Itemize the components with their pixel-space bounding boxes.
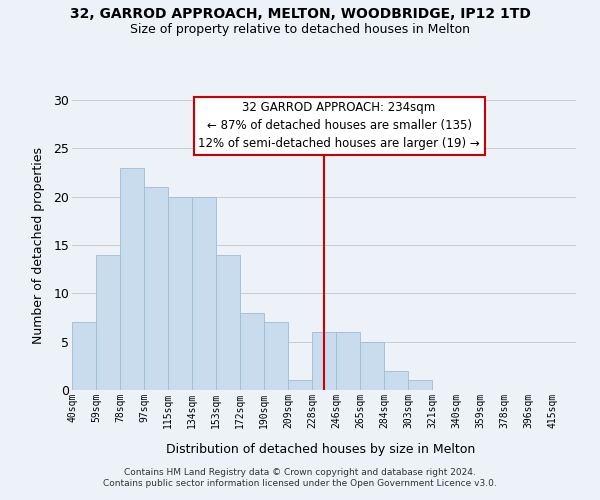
Text: Distribution of detached houses by size in Melton: Distribution of detached houses by size …: [166, 442, 476, 456]
Bar: [168, 196, 192, 390]
Bar: [312, 332, 336, 390]
Text: 32 GARROD APPROACH: 234sqm
← 87% of detached houses are smaller (135)
12% of sem: 32 GARROD APPROACH: 234sqm ← 87% of deta…: [198, 102, 480, 150]
Bar: [408, 380, 432, 390]
Text: 32, GARROD APPROACH, MELTON, WOODBRIDGE, IP12 1TD: 32, GARROD APPROACH, MELTON, WOODBRIDGE,…: [70, 8, 530, 22]
Y-axis label: Number of detached properties: Number of detached properties: [32, 146, 45, 344]
Bar: [72, 322, 96, 390]
Bar: [336, 332, 360, 390]
Bar: [240, 312, 264, 390]
Text: Size of property relative to detached houses in Melton: Size of property relative to detached ho…: [130, 22, 470, 36]
Bar: [192, 196, 216, 390]
Bar: [264, 322, 288, 390]
Bar: [216, 254, 240, 390]
Bar: [288, 380, 312, 390]
Bar: [384, 370, 408, 390]
Bar: [360, 342, 384, 390]
Bar: [96, 254, 120, 390]
Bar: [120, 168, 144, 390]
Text: Contains HM Land Registry data © Crown copyright and database right 2024.
Contai: Contains HM Land Registry data © Crown c…: [103, 468, 497, 487]
Bar: [144, 187, 168, 390]
